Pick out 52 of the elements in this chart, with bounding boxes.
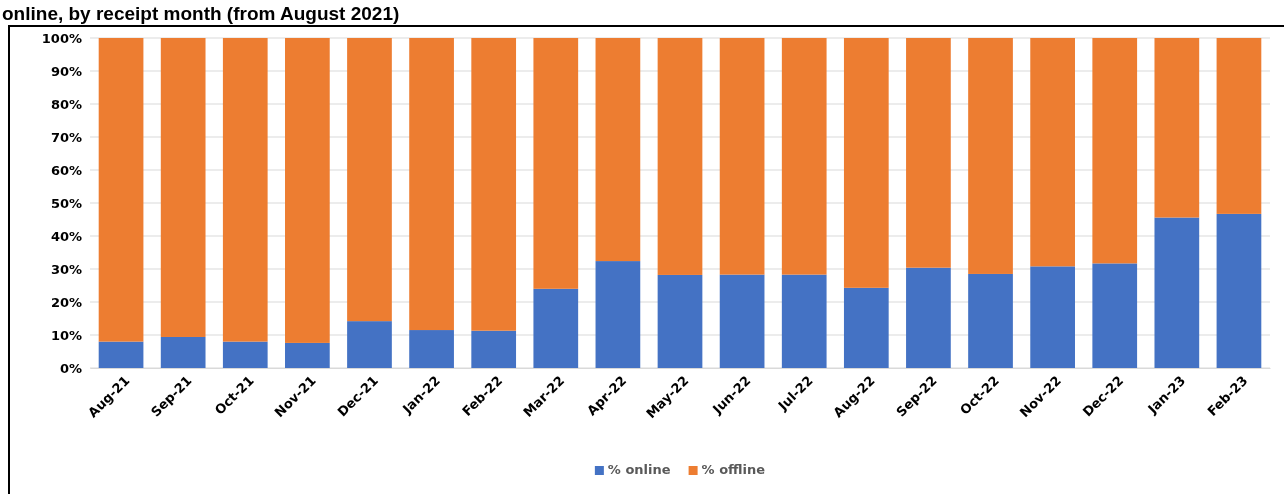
bar [1154, 217, 1200, 368]
y-tick-label: 20% [50, 294, 82, 310]
bar [657, 274, 703, 368]
bar [160, 38, 206, 337]
bar [657, 38, 703, 275]
y-tick-label: 40% [50, 228, 82, 244]
y-tick-label: 100% [41, 30, 82, 46]
bar [968, 273, 1013, 368]
bar [968, 38, 1013, 274]
bar [1092, 263, 1138, 368]
bar [98, 38, 144, 342]
bar [409, 330, 454, 368]
bar [595, 38, 641, 262]
y-tick-label: 70% [50, 129, 82, 145]
bar [409, 38, 454, 331]
bar [533, 288, 579, 368]
bar [719, 274, 765, 368]
legend-label: % offline [701, 462, 766, 477]
bar [347, 321, 392, 368]
bar [781, 274, 827, 368]
bar [533, 38, 579, 289]
bar [222, 341, 268, 368]
bar [98, 341, 144, 368]
legend-label: % online [607, 462, 671, 477]
bar [843, 38, 889, 288]
bar [471, 330, 517, 368]
bar [285, 342, 330, 368]
bar [285, 38, 330, 343]
bar [160, 336, 206, 368]
bar [1030, 38, 1075, 267]
bar [471, 38, 517, 331]
chart-title: online, by receipt month (from August 2021) [2, 3, 400, 24]
bar [843, 287, 889, 368]
y-tick-label: 50% [50, 195, 82, 211]
bar [1030, 266, 1075, 368]
y-tick-label: 80% [50, 96, 82, 112]
y-tick-label: 0% [59, 360, 82, 376]
bar [1216, 213, 1262, 368]
y-tick-label: 30% [50, 261, 82, 277]
bar [222, 38, 268, 342]
bar [906, 267, 951, 368]
bar [347, 38, 392, 322]
bar [781, 38, 827, 275]
bar [595, 261, 641, 368]
y-tick-label: 10% [50, 327, 82, 343]
bar [1092, 38, 1138, 264]
bar [906, 38, 951, 268]
bar [719, 38, 765, 275]
bar [1154, 38, 1200, 218]
y-tick-label: 60% [50, 162, 82, 178]
y-tick-label: 90% [50, 63, 82, 79]
bar [1216, 38, 1262, 214]
